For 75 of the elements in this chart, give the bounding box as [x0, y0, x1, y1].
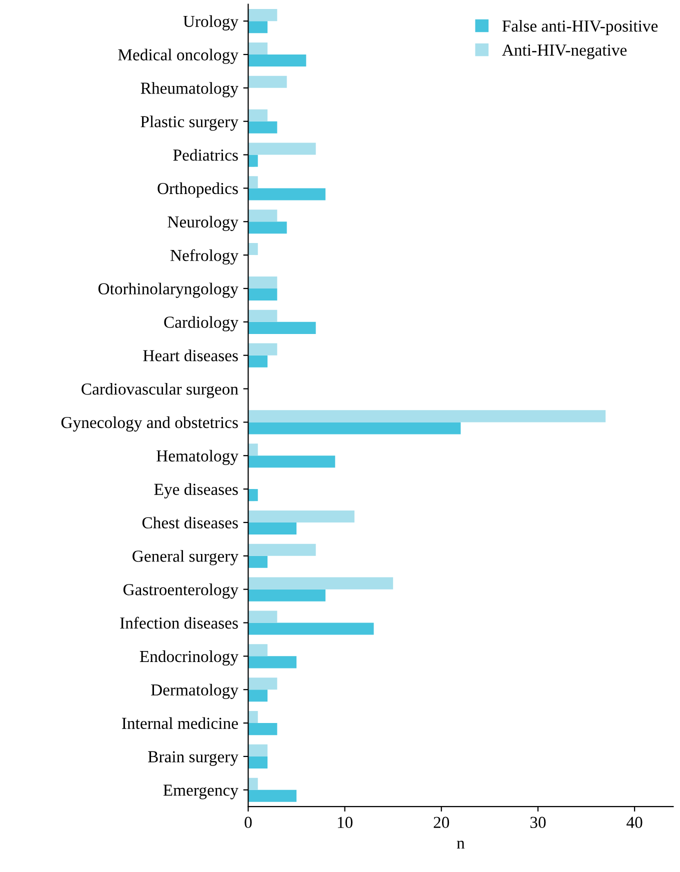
x-tick-label: 30 — [530, 816, 546, 828]
y-tick-label: Heart diseases — [143, 350, 238, 362]
y-tick-label: Cardiology — [164, 316, 238, 332]
bar — [248, 310, 278, 322]
bar — [248, 577, 394, 590]
bar — [248, 176, 258, 188]
bar — [248, 243, 258, 256]
y-tick-label: Plastic surgery — [140, 116, 238, 131]
y-tick-label: Dermatology — [151, 684, 238, 699]
bar — [248, 510, 354, 522]
legend-label: False anti-HIV-positive — [502, 20, 658, 36]
bar — [248, 276, 278, 288]
y-tick-label: Chest diseases — [142, 516, 238, 528]
bar — [248, 744, 268, 756]
bar — [248, 288, 278, 301]
bar — [248, 678, 278, 690]
bar — [248, 456, 336, 468]
y-tick-label: Urology — [183, 15, 238, 30]
bar — [248, 355, 268, 368]
legend-label: Anti-HIV-negative — [502, 44, 627, 60]
bar — [248, 154, 258, 167]
bar — [248, 109, 268, 122]
bar — [248, 622, 374, 635]
bar — [248, 76, 287, 88]
x-tick-label: 0 — [244, 816, 252, 828]
bar — [248, 644, 268, 656]
bar — [248, 690, 268, 702]
bar — [248, 121, 278, 134]
bar — [248, 556, 268, 568]
bar — [248, 544, 316, 556]
bar — [248, 54, 306, 67]
bar — [248, 142, 316, 155]
y-tick-label: Gastroenterology — [123, 584, 238, 599]
bar — [248, 444, 258, 456]
bar — [248, 522, 296, 535]
bar — [248, 188, 326, 200]
y-tick-label: Gynecology and obstetrics — [61, 416, 238, 432]
x-axis-title: n — [456, 840, 465, 849]
y-tick-label: Orthopedics — [158, 182, 238, 198]
bar — [248, 21, 268, 34]
bar — [248, 222, 287, 234]
bar — [248, 589, 326, 602]
bar — [248, 410, 606, 422]
bar — [248, 42, 268, 54]
bar — [248, 210, 278, 222]
bar — [248, 656, 296, 668]
y-tick-label: Rheumatology — [140, 82, 238, 98]
y-tick-label: Nefrology — [170, 249, 238, 265]
y-tick-label: Brain surgery — [148, 751, 238, 766]
y-tick-label: Cardiovascular surgeon — [82, 382, 238, 398]
y-tick-label: Internal medicine — [122, 717, 238, 729]
y-tick-label: Hematology — [156, 450, 238, 465]
x-tick-label: 20 — [434, 816, 450, 828]
bar — [248, 790, 296, 802]
x-tick-label: 10 — [338, 816, 352, 828]
y-tick-label: General surgery — [132, 550, 238, 566]
y-tick-label: Emergency — [163, 784, 238, 800]
y-tick-label: Pediatrics — [173, 148, 238, 161]
bar — [248, 711, 258, 724]
bar — [248, 723, 278, 736]
bar — [248, 343, 278, 356]
bar — [248, 9, 278, 22]
y-tick-label: Eye diseases — [154, 483, 238, 498]
bar — [248, 610, 278, 623]
bar — [248, 756, 268, 768]
y-tick-label: Otorhinolaryngology — [98, 282, 238, 298]
y-tick-label: Endocrinology — [140, 650, 238, 666]
bar — [248, 322, 316, 334]
y-tick-label: Infection diseases — [120, 616, 238, 629]
x-tick-label: 40 — [626, 816, 642, 828]
y-tick-label: Neurology — [168, 216, 238, 232]
bar — [248, 422, 461, 434]
bar — [248, 489, 258, 502]
y-tick-label: Medical oncology — [118, 48, 238, 64]
bar — [248, 778, 258, 790]
